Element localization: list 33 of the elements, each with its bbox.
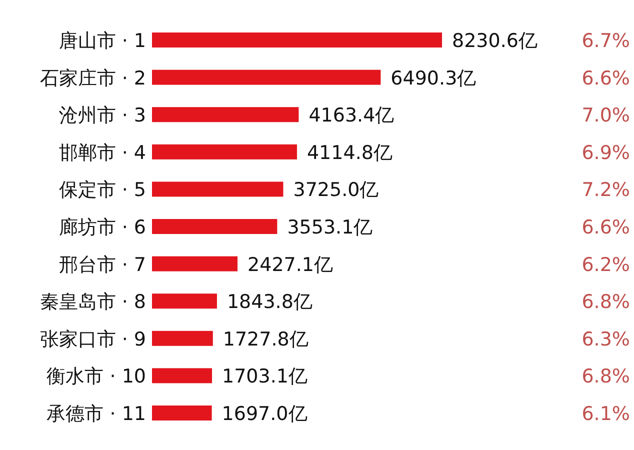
data-label: 1703.1亿	[222, 366, 308, 388]
text: 6.9%	[582, 142, 630, 164]
y-tick-label: 邢台市 · 7	[58, 254, 146, 276]
data-label: 6490.3亿	[390, 67, 476, 90]
y-tick-label: 廊坊市 · 6	[58, 216, 146, 238]
text: 6.8%	[582, 291, 630, 314]
data-label: 3553.1亿	[287, 216, 373, 238]
text: 7.0%	[582, 104, 630, 127]
y-tick-label: 衡水市 · 10	[46, 366, 146, 388]
text: 6.8%	[582, 366, 630, 388]
data-label: 2427.1亿	[248, 254, 333, 276]
y-tick-label: 张家口市 · 9	[40, 328, 146, 350]
text: 6.6%	[582, 67, 630, 90]
y-tick-label: 秦皇岛市 · 8	[40, 291, 146, 314]
data-label: 8230.6亿	[452, 30, 538, 52]
text: 6.2%	[582, 254, 630, 276]
data-label: 4163.4亿	[308, 104, 394, 127]
y-tick-label: 唐山市 · 1	[58, 30, 146, 52]
data-label: 4114.8亿	[306, 142, 392, 164]
y-tick-label: 石家庄市 · 2	[40, 67, 146, 90]
y-tick-label: 邯郸市 · 4	[58, 142, 146, 164]
data-label: 1843.8亿	[226, 291, 312, 314]
data-label: 3725.0亿	[293, 179, 379, 202]
data-label: 1697.0亿	[222, 403, 308, 425]
text: 6.6%	[582, 216, 630, 238]
data-label: 1727.8亿	[222, 328, 308, 350]
text: 6.3%	[582, 328, 630, 350]
y-tick-label: 保定市 · 5	[58, 179, 146, 202]
text: 6.1%	[582, 403, 630, 425]
text: 6.7%	[582, 30, 630, 52]
y-tick-label: 沧州市 · 3	[58, 104, 146, 127]
text: 7.2%	[582, 179, 630, 202]
y-tick-label: 承德市 · 11	[46, 403, 146, 425]
